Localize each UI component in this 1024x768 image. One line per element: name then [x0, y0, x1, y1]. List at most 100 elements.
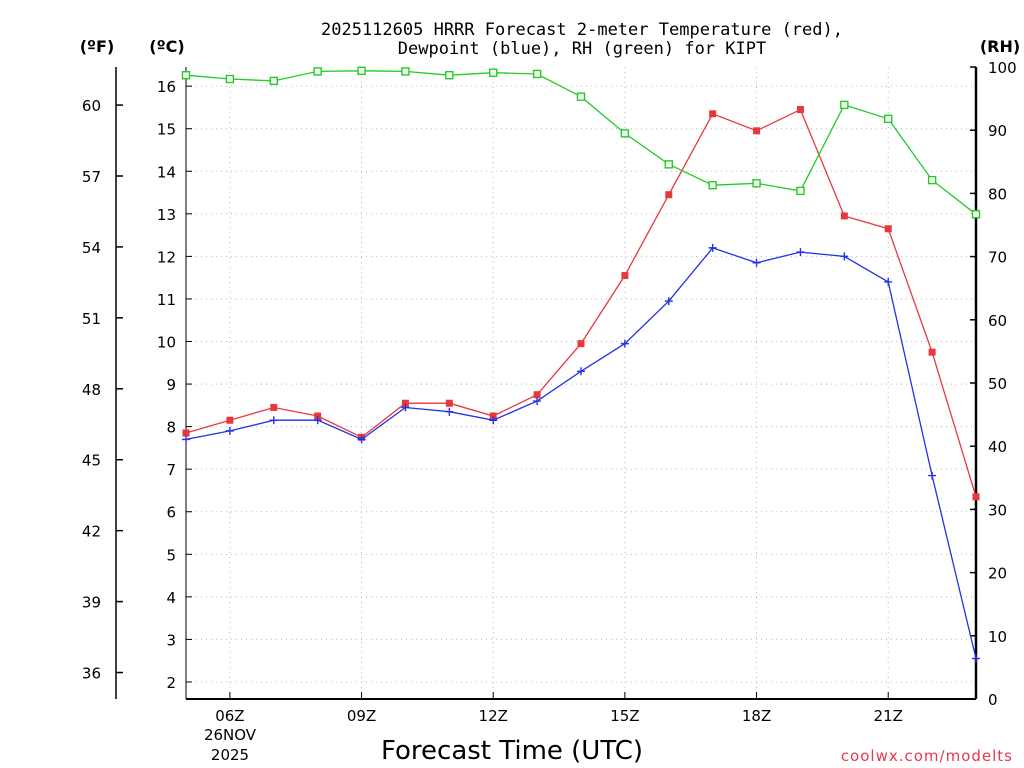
fahrenheit-tick-label: 39: [82, 594, 101, 612]
2-meter-temperature-point: [796, 106, 804, 114]
relative-humidity-point: [269, 76, 278, 86]
x-tick-label: 09Z: [347, 707, 376, 725]
relative-humidity-point: [620, 129, 630, 138]
rh-unit-label: (RH): [980, 37, 1020, 56]
relative-humidity-point: [708, 180, 717, 190]
relative-humidity-line: [185, 70, 977, 215]
x-tick-label: 21Z: [874, 707, 903, 725]
chart-title-line1: 2025112605 HRRR Forecast 2-meter Tempera…: [321, 20, 843, 40]
dewpoint-point: [225, 426, 234, 435]
dewpoint-point: [620, 339, 629, 348]
2-meter-temperature-point: [533, 391, 541, 399]
rh-tick-label: 20: [988, 565, 1007, 583]
relative-humidity-point: [489, 68, 498, 77]
rh-tick-label: 40: [988, 438, 1007, 456]
dewpoint-point: [752, 258, 761, 267]
rh-tick-label: 0: [988, 691, 998, 709]
x-axis-label: Forecast Time (UTC): [381, 736, 643, 766]
dewpoint-point: [972, 654, 980, 663]
x-tick-label: 18Z: [742, 707, 771, 725]
celsius-tick-label: 9: [166, 376, 176, 394]
dewpoint-point: [313, 416, 322, 425]
dewpoint-point: [577, 367, 585, 376]
x-tick-label: 06Z: [215, 707, 244, 725]
celsius-tick-label: 5: [166, 546, 176, 564]
2-meter-temperature-point: [577, 340, 585, 348]
2-meter-temperature-point: [840, 212, 848, 220]
x-tick-label: 12Z: [479, 707, 508, 725]
2-meter-temperature-point: [314, 412, 322, 420]
relative-humidity-point: [752, 179, 761, 188]
rh-tick-label: 10: [988, 628, 1007, 646]
2-meter-temperature-point: [621, 272, 629, 280]
credit-label: coolwx.com/modelts: [841, 747, 1013, 765]
celsius-tick-label: 15: [157, 121, 176, 139]
fahrenheit-tick-label: 51: [82, 310, 101, 328]
2-meter-temperature-point: [489, 412, 497, 420]
2-meter-temperature-point: [270, 403, 278, 411]
relative-humidity-point: [840, 100, 849, 110]
relative-humidity-point: [927, 175, 937, 185]
date-label-line1: 26NOV: [204, 726, 257, 744]
relative-humidity-point: [971, 210, 981, 219]
2-meter-temperature-point: [182, 429, 190, 437]
dewpoint-point: [489, 416, 498, 425]
fahrenheit-tick-label: 60: [82, 97, 101, 115]
dewpoint-point: [357, 435, 366, 444]
celsius-tick-label: 13: [157, 206, 176, 224]
celsius-tick-label: 3: [166, 631, 176, 649]
relative-humidity-point: [225, 74, 235, 84]
relative-humidity-point: [313, 67, 322, 76]
relative-humidity-point: [181, 71, 191, 80]
rh-tick-label: 60: [988, 312, 1007, 330]
relative-humidity-point: [576, 92, 586, 101]
date-label-line2: 2025: [211, 746, 249, 764]
fahrenheit-tick-label: 42: [82, 523, 101, 541]
celsius-tick-label: 4: [166, 589, 176, 607]
rh-tick-label: 30: [988, 501, 1007, 519]
rh-tick-label: 70: [988, 249, 1007, 267]
relative-humidity-point: [884, 114, 893, 124]
chart-title-line2: Dewpoint (blue), RH (green) for KIPT: [398, 39, 766, 59]
2-meter-temperature-point: [884, 225, 892, 233]
2-meter-temperature-point: [753, 127, 761, 135]
celsius-tick-label: 14: [157, 163, 176, 181]
relative-humidity-point: [401, 67, 410, 76]
2-meter-temperature-point: [709, 110, 717, 118]
2-meter-temperature-point: [928, 348, 936, 356]
2-meter-temperature-point: [226, 416, 234, 424]
rh-tick-label: 100: [988, 59, 1017, 77]
fahrenheit-tick-label: 48: [82, 381, 101, 399]
dewpoint-point: [182, 435, 190, 444]
celsius-tick-label: 8: [166, 419, 176, 437]
dewpoint-point: [884, 277, 893, 286]
dewpoint-point: [445, 407, 454, 416]
relative-humidity-point: [796, 186, 805, 196]
2-meter-temperature-point: [665, 191, 673, 199]
celsius-tick-label: 7: [166, 461, 176, 479]
celsius-tick-label: 6: [166, 504, 176, 522]
axes: 2345678910111213141516363942454851545760…: [82, 59, 1017, 725]
relative-humidity-point: [664, 160, 673, 169]
fahrenheit-tick-label: 57: [82, 168, 101, 186]
2-meter-temperature-point: [445, 399, 453, 407]
dewpoint-point: [928, 471, 937, 480]
celsius-tick-label: 10: [157, 334, 176, 352]
dewpoint-point: [840, 252, 849, 261]
celsius-tick-label: 2: [166, 674, 176, 692]
relative-humidity-point: [445, 71, 454, 80]
dewpoint-point: [269, 416, 278, 425]
rh-tick-label: 50: [988, 375, 1007, 393]
celsius-unit-label: (ºC): [149, 37, 184, 56]
grid-lines: [186, 67, 976, 699]
series-layer: [181, 66, 981, 663]
rh-tick-label: 80: [988, 185, 1007, 203]
rh-tick-label: 90: [988, 122, 1007, 140]
dewpoint-point: [401, 403, 410, 412]
relative-humidity-point: [532, 69, 542, 79]
celsius-tick-label: 11: [157, 291, 176, 309]
dewpoint-point: [533, 397, 542, 406]
x-tick-label: 15Z: [610, 707, 639, 725]
2-meter-temperature-point: [401, 399, 409, 407]
celsius-tick-label: 16: [157, 78, 176, 96]
